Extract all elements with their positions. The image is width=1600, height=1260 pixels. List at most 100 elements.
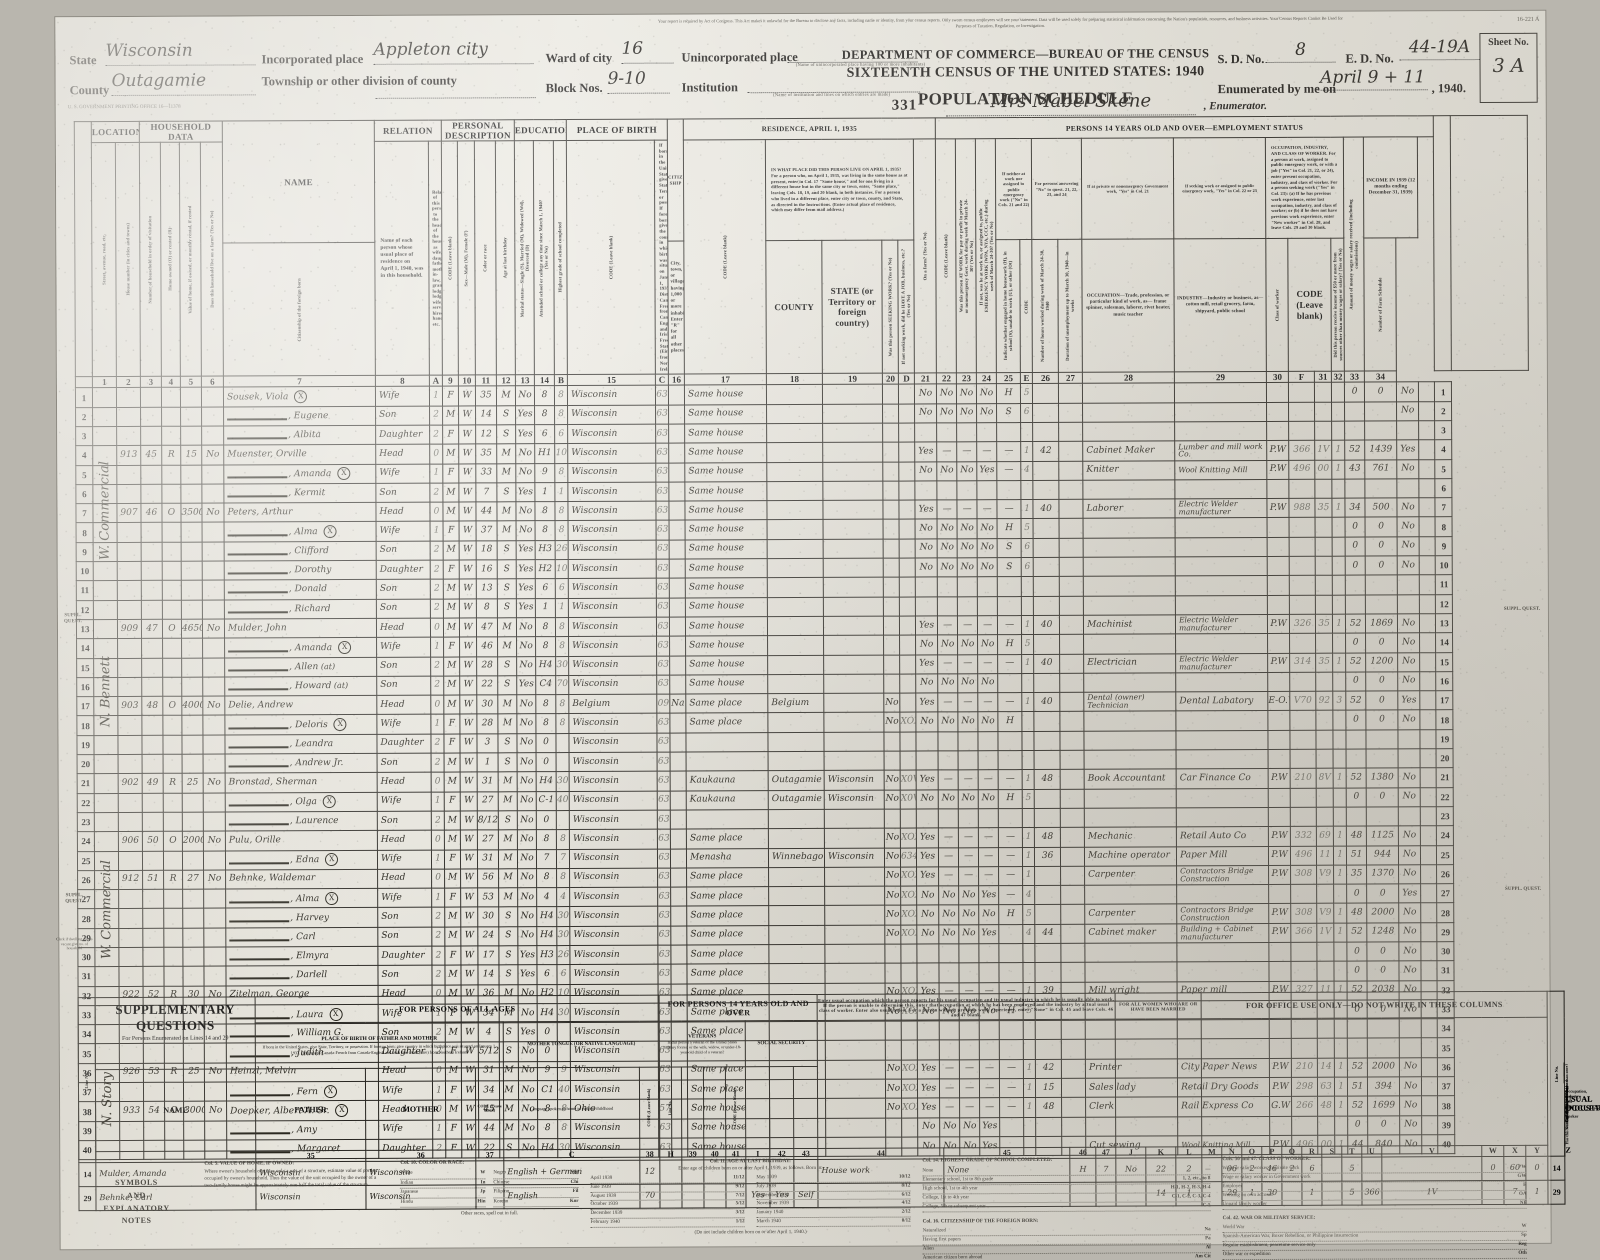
cell-res_city[interactable]: Same house <box>684 481 767 502</box>
cell-sex[interactable]: F <box>443 733 461 754</box>
cell-relation[interactable]: Daughter <box>375 425 430 445</box>
cell-b[interactable]: 6 <box>557 964 571 985</box>
cell-b[interactable]: 40 <box>556 791 570 811</box>
cell-res_state[interactable] <box>823 616 884 636</box>
cell-race[interactable]: W <box>459 656 477 676</box>
cell-c33[interactable]: No <box>1397 613 1420 634</box>
cell-c23[interactable]: No <box>958 905 979 925</box>
cell-c[interactable]: 63 <box>657 906 671 926</box>
cell-b[interactable]: 26 <box>555 540 569 560</box>
cell-house[interactable] <box>117 735 143 755</box>
cell-farm[interactable] <box>203 889 226 909</box>
cell-f3[interactable] <box>1332 575 1346 595</box>
cell-age[interactable]: 8/12 <box>477 810 499 831</box>
cell-race[interactable]: W <box>458 424 476 445</box>
cell-occupation[interactable]: Machine operator <box>1084 846 1177 867</box>
cell-race[interactable]: W <box>459 733 478 754</box>
cell-c31[interactable]: 48 <box>1346 903 1367 923</box>
cell-c27[interactable] <box>1058 480 1084 500</box>
cell-c34[interactable] <box>1418 382 1435 402</box>
cell-class[interactable]: E-O.W <box>1267 691 1290 711</box>
cell-school[interactable]: Yes <box>515 405 535 425</box>
cell-c21[interactable]: No <box>915 712 939 732</box>
cell-c26[interactable] <box>1033 711 1061 732</box>
cell-b[interactable]: 8 <box>555 713 570 734</box>
cell-birth[interactable]: Wisconsin <box>569 752 658 772</box>
cell-c22[interactable]: — <box>938 828 959 848</box>
cell-age[interactable]: 31 <box>477 772 499 792</box>
cell-sex[interactable]: F <box>444 849 461 869</box>
cell-c31[interactable] <box>1346 749 1367 769</box>
cell-c32[interactable] <box>1364 478 1398 499</box>
cell-industry[interactable] <box>1176 749 1269 770</box>
cell-res_state[interactable] <box>822 442 883 462</box>
cell-race[interactable]: W <box>459 521 477 541</box>
cell-a[interactable]: 2 <box>431 946 445 966</box>
cell-res_city[interactable]: Same place <box>686 925 769 945</box>
cell-house[interactable]: 909 <box>117 619 142 639</box>
cell-house[interactable] <box>116 464 141 485</box>
cell-res_farm[interactable]: No <box>884 886 901 906</box>
cell-school[interactable]: No <box>516 521 536 541</box>
cell-grade[interactable]: 6 <box>535 578 556 599</box>
township-field[interactable] <box>375 83 536 99</box>
cell-c[interactable]: 63 <box>655 404 669 425</box>
cell-c26[interactable]: 40 <box>1033 615 1060 635</box>
cell-e[interactable]: 1 <box>1021 654 1034 674</box>
cell-c21[interactable]: Yes <box>916 828 939 848</box>
cell-f[interactable] <box>1290 787 1317 808</box>
cell-own[interactable] <box>161 426 181 446</box>
cell-occupation[interactable] <box>1084 884 1177 905</box>
cell-hh[interactable] <box>142 947 164 967</box>
cell-c26[interactable] <box>1035 962 1062 983</box>
cell-house[interactable] <box>117 522 142 543</box>
cell-a[interactable]: 1 <box>431 849 445 869</box>
cell-occupation[interactable]: Cabinet Maker <box>1082 441 1175 461</box>
cell-c22[interactable]: — <box>937 654 958 674</box>
cell-c[interactable]: 63 <box>657 867 671 888</box>
cell-c26[interactable] <box>1032 403 1059 423</box>
cell-res_state[interactable] <box>822 403 883 424</box>
cell-farm[interactable] <box>202 657 225 677</box>
cell-age[interactable]: 28 <box>476 714 498 734</box>
cell-res_farm[interactable] <box>882 461 899 482</box>
cell-res_state[interactable] <box>823 577 884 598</box>
cell-res_farm[interactable]: No <box>883 693 900 713</box>
cell-own[interactable]: O <box>163 831 183 851</box>
cell-c32[interactable]: 0 <box>1367 961 1400 981</box>
cell-e[interactable]: 5 <box>1020 383 1033 404</box>
cell-value[interactable] <box>182 947 204 967</box>
cell-c32[interactable] <box>1365 575 1398 595</box>
cell-own[interactable] <box>163 908 183 928</box>
cell-f[interactable]: 314 <box>1289 652 1316 673</box>
cell-age[interactable]: 35 <box>475 386 497 406</box>
cell-res_city[interactable]: Same house <box>685 655 768 675</box>
cell-c33[interactable]: No <box>1397 652 1420 672</box>
cell-res_state[interactable] <box>823 538 884 559</box>
cell-c[interactable]: 63 <box>655 385 669 405</box>
cell-res_county[interactable] <box>768 925 825 945</box>
cell-c34[interactable] <box>1419 632 1436 653</box>
cell-res_farm[interactable] <box>883 673 900 694</box>
cell-house[interactable] <box>118 850 143 871</box>
cell-f3[interactable]: 3 <box>1332 691 1346 711</box>
cell-grade[interactable]: 1 <box>534 482 555 502</box>
cell-res_city[interactable]: Same house <box>684 500 768 521</box>
cell-e[interactable] <box>1021 673 1034 693</box>
cell-f2[interactable] <box>1315 575 1333 595</box>
cell-c[interactable]: 63 <box>657 829 671 849</box>
cell-c32[interactable]: 0 <box>1365 691 1398 711</box>
cell-hh[interactable] <box>142 812 164 832</box>
cell-occupation[interactable]: Carpenter <box>1084 904 1177 924</box>
cell-res_state[interactable] <box>824 905 885 926</box>
cell-c33[interactable]: No <box>1397 517 1420 537</box>
cell-d[interactable]: XOXO <box>900 924 917 945</box>
cell-class[interactable]: P.W <box>1267 652 1290 673</box>
cell-c23[interactable]: No <box>956 403 977 423</box>
cell-f2[interactable]: V9 <box>1316 903 1334 923</box>
cell-f2[interactable] <box>1314 479 1333 499</box>
cell-f3[interactable]: 1 <box>1331 440 1345 460</box>
cell-res_city[interactable]: Menasha <box>686 848 769 868</box>
cell-citizen[interactable] <box>668 481 685 502</box>
cell-grade[interactable]: 8 <box>535 636 556 657</box>
